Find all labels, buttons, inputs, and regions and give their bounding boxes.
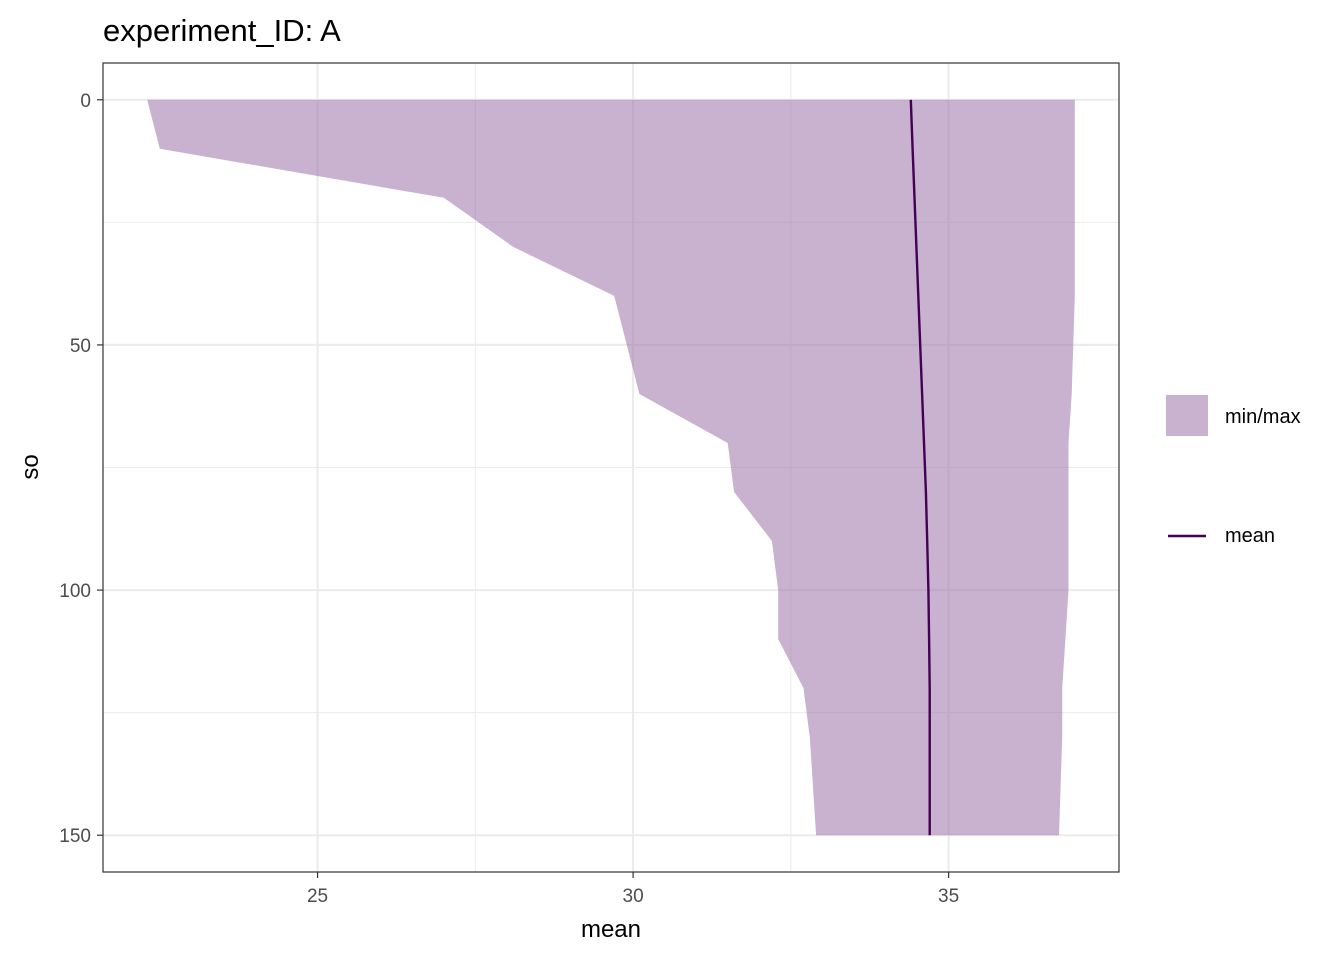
x-axis-ticks: 25 30 35 <box>307 872 959 907</box>
legend-key-minmax <box>1166 395 1208 436</box>
minmax-ribbon <box>147 99 1075 836</box>
y-tick-label: 0 <box>80 91 91 112</box>
legend-label-minmax: min/max <box>1225 406 1301 428</box>
plot-title: experiment_ID: A <box>103 13 341 48</box>
x-tick-label: 25 <box>307 886 328 907</box>
y-tick-label: 150 <box>59 826 91 847</box>
mean-line <box>909 99 931 836</box>
series-layer <box>147 99 1075 836</box>
x-tick-label: 35 <box>938 886 959 907</box>
y-axis-title: so <box>17 454 44 479</box>
legend: min/max mean <box>1166 395 1301 547</box>
x-axis-title: mean <box>581 916 641 943</box>
y-tick-label: 100 <box>59 581 91 602</box>
x-tick-label: 30 <box>623 886 644 907</box>
y-axis-ticks: 0 50 100 150 <box>59 91 103 847</box>
y-tick-label: 50 <box>70 336 91 357</box>
panel-border <box>102 62 1120 873</box>
legend-label-mean: mean <box>1225 525 1275 547</box>
